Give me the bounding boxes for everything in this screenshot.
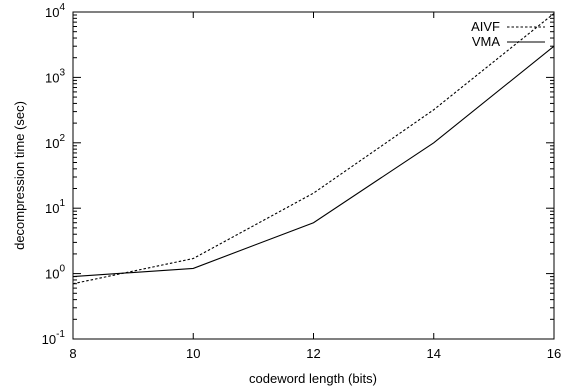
- y-tick-label: 104: [45, 2, 65, 20]
- axis-ticks: [72, 11, 555, 340]
- series-lines: [72, 13, 555, 285]
- legend-label-vma: VMA: [472, 34, 501, 49]
- x-tick-labels: 8 10 12 14 16: [69, 346, 561, 361]
- plot-frame: [72, 11, 555, 340]
- y-tick-label: 10-1: [42, 329, 66, 347]
- legend-label-aivf: AIVF: [471, 19, 500, 34]
- series-line-vma: [72, 45, 555, 278]
- x-axis-title: codeword length (bits): [249, 371, 377, 386]
- y-tick-label: 101: [45, 198, 65, 216]
- y-tick-label: 102: [45, 133, 65, 151]
- x-tick-label: 8: [69, 346, 76, 361]
- x-tick-label: 14: [427, 346, 441, 361]
- series-line-aivf: [72, 13, 555, 285]
- y-tick-labels: 10-1 100 101 102 103 104: [42, 2, 66, 347]
- x-tick-label: 10: [186, 346, 200, 361]
- y-tick-label: 103: [45, 67, 65, 85]
- x-tick-label: 16: [547, 346, 561, 361]
- x-tick-label: 12: [306, 346, 320, 361]
- y-tick-label: 100: [45, 264, 65, 282]
- y-axis-title: decompression time (sec): [12, 101, 27, 250]
